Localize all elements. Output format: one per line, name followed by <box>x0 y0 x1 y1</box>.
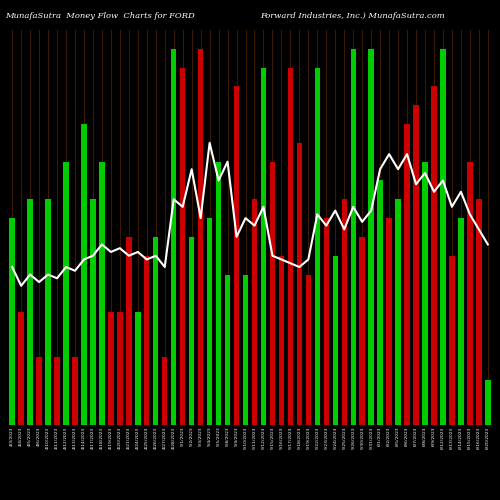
Bar <box>171 49 176 425</box>
Bar <box>332 256 338 425</box>
Bar <box>153 237 158 425</box>
Bar <box>28 200 33 425</box>
Bar <box>99 162 104 425</box>
Bar <box>82 124 86 425</box>
Bar <box>18 312 24 425</box>
Bar <box>350 49 356 425</box>
Bar <box>314 68 320 425</box>
Bar <box>440 49 446 425</box>
Bar <box>360 237 365 425</box>
Bar <box>288 68 293 425</box>
Bar <box>216 162 222 425</box>
Bar <box>467 162 472 425</box>
Bar <box>90 200 96 425</box>
Bar <box>54 358 60 425</box>
Bar <box>368 49 374 425</box>
Bar <box>252 200 257 425</box>
Bar <box>458 218 464 425</box>
Bar <box>189 237 194 425</box>
Bar <box>261 68 266 425</box>
Bar <box>64 162 68 425</box>
Bar <box>396 200 401 425</box>
Bar <box>306 274 311 425</box>
Text: Forward Industries, Inc.) MunafaSutra.com: Forward Industries, Inc.) MunafaSutra.co… <box>260 12 445 20</box>
Bar <box>180 68 186 425</box>
Bar <box>485 380 490 425</box>
Text: MunafaSutra  Money Flow  Charts for FORD: MunafaSutra Money Flow Charts for FORD <box>5 12 195 20</box>
Bar <box>117 312 122 425</box>
Bar <box>135 312 140 425</box>
Bar <box>278 256 284 425</box>
Bar <box>449 256 454 425</box>
Bar <box>126 237 132 425</box>
Bar <box>46 200 51 425</box>
Bar <box>270 162 275 425</box>
Bar <box>324 218 329 425</box>
Bar <box>243 274 248 425</box>
Bar <box>108 312 114 425</box>
Bar <box>422 162 428 425</box>
Bar <box>476 200 482 425</box>
Bar <box>234 86 239 425</box>
Bar <box>162 358 168 425</box>
Bar <box>207 218 212 425</box>
Bar <box>225 274 230 425</box>
Bar <box>296 143 302 425</box>
Bar <box>342 200 347 425</box>
Bar <box>72 358 78 425</box>
Bar <box>414 105 418 425</box>
Bar <box>144 256 150 425</box>
Bar <box>36 358 42 425</box>
Bar <box>404 124 409 425</box>
Bar <box>386 218 392 425</box>
Bar <box>378 180 383 425</box>
Bar <box>432 86 436 425</box>
Bar <box>198 49 203 425</box>
Bar <box>10 218 15 425</box>
